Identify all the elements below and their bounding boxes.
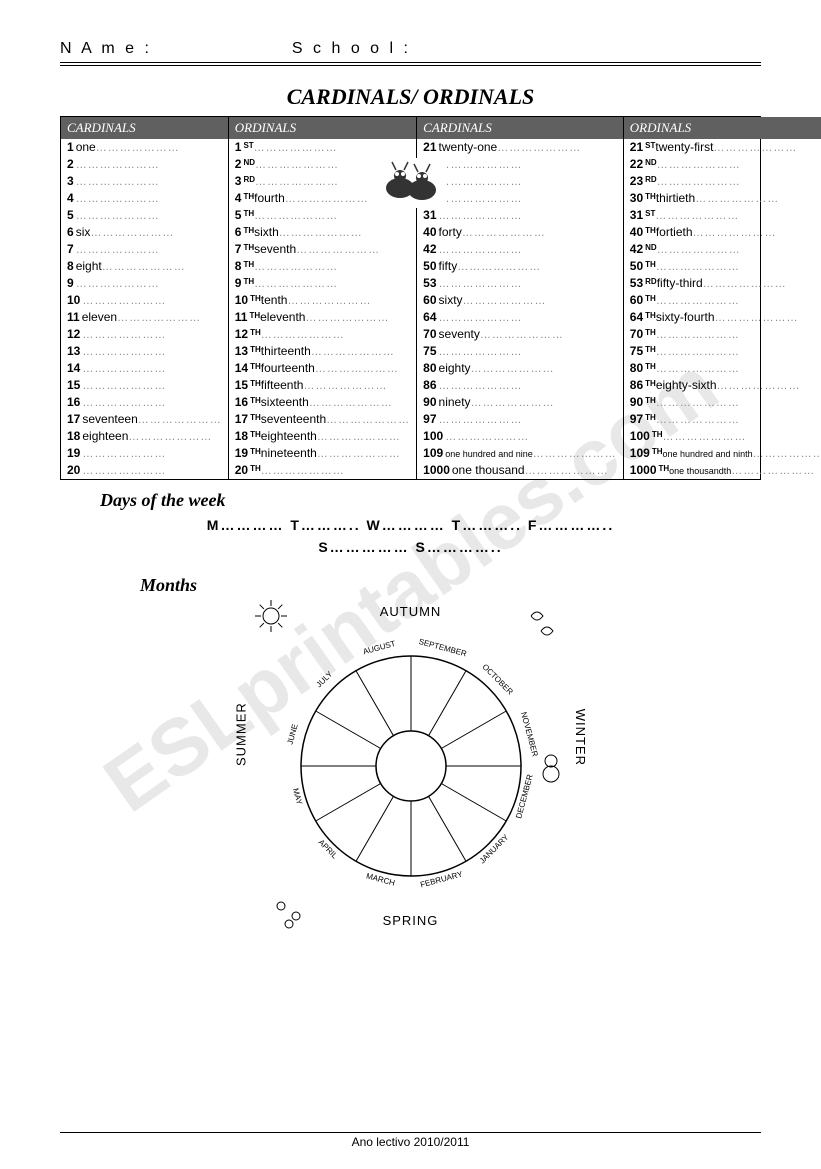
table-cell: 21 twenty-one………………… [417, 139, 623, 156]
month-label: NOVEMBER [519, 711, 540, 758]
col-ordinals-2: ORDINALS 21ST twenty-first…………………22ND………… [624, 117, 821, 479]
month-label: SEPTEMBER [417, 637, 467, 659]
table-cell: 8TH………………… [229, 258, 416, 275]
table-cell: 5TH………………… [229, 207, 416, 224]
days-row-1: M………… T……….. W………… T……….. F………….. [60, 517, 761, 533]
days-title: Days of the week [100, 490, 761, 511]
table-cell: 20TH………………… [229, 462, 416, 479]
months-title: Months [140, 575, 761, 596]
table-cell: 10………………… [61, 292, 228, 309]
col-head: ORDINALS [624, 117, 821, 139]
table-cell: 64………………… [417, 309, 623, 326]
footer: Ano lectivo 2010/2011 [60, 1132, 761, 1149]
table-cell: 17 seventeen………………… [61, 411, 228, 428]
table-cell: 19………………… [61, 445, 228, 462]
col-cardinals-2: CARDINALS 21 twenty-one…………………22…………………2… [417, 117, 624, 479]
table-cell: 90 ninety………………… [417, 394, 623, 411]
table-cell: 2………………… [61, 156, 228, 173]
table-cell: 109 one hundred and nine………………… [417, 445, 623, 462]
table-cell: 100………………… [417, 428, 623, 445]
table-cell: 6 six………………… [61, 224, 228, 241]
table-cell: 7TH seventh………………… [229, 241, 416, 258]
table-cell: 109TH one hundred and ninth………………… [624, 445, 821, 462]
month-label: APRIL [316, 838, 339, 861]
col-head: ORDINALS [229, 117, 416, 139]
month-label: JUNE [285, 723, 299, 746]
header-row: N A m e : S c h o o l : [60, 40, 761, 58]
table-cell: 23………………… [417, 173, 623, 190]
table-cell: 31………………… [417, 207, 623, 224]
season-autumn: AUTUMN [380, 604, 442, 619]
table-cell: 11 eleven………………… [61, 309, 228, 326]
header-rule [60, 62, 761, 63]
table-cell: 9………………… [61, 275, 228, 292]
col-head: CARDINALS [61, 117, 228, 139]
col-cardinals-1: CARDINALS 1 one…………………2…………………3…………………4…… [61, 117, 229, 479]
month-label: OCTOBER [480, 662, 514, 696]
table-cell: 70 seventy………………… [417, 326, 623, 343]
table-cell: 80 eighty………………… [417, 360, 623, 377]
table-cell: 7………………… [61, 241, 228, 258]
table-cell: 42………………… [417, 241, 623, 258]
table-cell: 1 one………………… [61, 139, 228, 156]
table-cell: 53………………… [417, 275, 623, 292]
bug-icon [376, 158, 446, 208]
table-cell: 1ST………………… [229, 139, 416, 156]
season-spring: SPRING [383, 913, 439, 928]
table-cell: 30………………… [417, 190, 623, 207]
table-cell: 16………………… [61, 394, 228, 411]
month-label: MAY [290, 787, 303, 806]
table-cell: 14………………… [61, 360, 228, 377]
header-rule-2 [60, 65, 761, 66]
days-row-2: S…………… S………….. [60, 539, 761, 555]
table-cell: 12………………… [61, 326, 228, 343]
table-cell: 18 eighteen………………… [61, 428, 228, 445]
months-wheel: SEPTEMBEROCTOBERNOVEMBERDECEMBERJANUARYF… [241, 596, 581, 936]
season-winter: WINTER [573, 709, 588, 766]
table-cell: 4………………… [61, 190, 228, 207]
table-cell: 1000 one thousand………………… [417, 462, 623, 479]
table-cell: 97………………… [417, 411, 623, 428]
table-cell: 6TH sixth………………… [229, 224, 416, 241]
school-label: S c h o o l : [292, 40, 411, 58]
table-cell: 15………………… [61, 377, 228, 394]
table-cell: 13………………… [61, 343, 228, 360]
table-cell: 8 eight………………… [61, 258, 228, 275]
table-cell: 22………………… [417, 156, 623, 173]
month-label: AUGUST [362, 639, 397, 656]
table-cell: 5………………… [61, 207, 228, 224]
table-cell: 1000TH one thousandth………………… [624, 462, 821, 479]
col-head: CARDINALS [417, 117, 623, 139]
table-cell: 3………………… [61, 173, 228, 190]
month-label: JULY [314, 669, 334, 689]
table-cell: 20………………… [61, 462, 228, 479]
table-cell: 50 fifty………………… [417, 258, 623, 275]
table-cell: 75………………… [417, 343, 623, 360]
table-cell: 86………………… [417, 377, 623, 394]
name-label: N A m e : [60, 40, 152, 58]
table-cell: 40 forty………………… [417, 224, 623, 241]
season-summer: SUMMER [233, 702, 248, 766]
table-cell: 60 sixty………………… [417, 292, 623, 309]
page-title: CARDINALS/ ORDINALS [60, 84, 761, 110]
